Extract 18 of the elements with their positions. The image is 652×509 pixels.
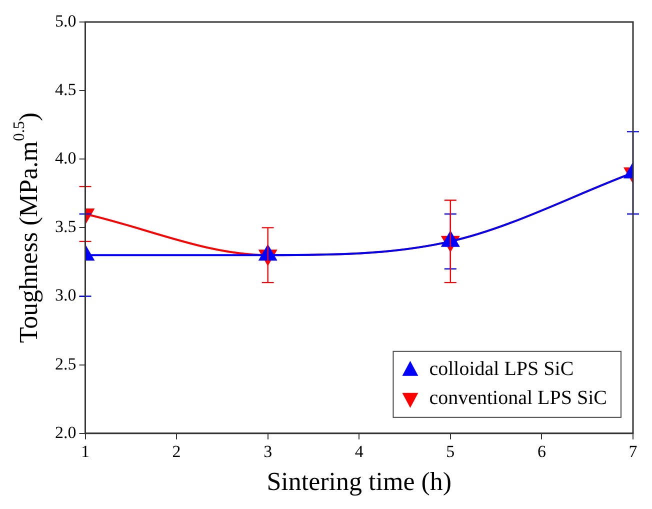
- legend-label: colloidal LPS SiC: [429, 358, 574, 380]
- y-tick-label: 2.5: [55, 354, 76, 374]
- y-tick-label: 5.0: [55, 11, 76, 30]
- y-axis-title: Toughness (MPa.m0.5): [11, 112, 43, 343]
- y-tick-label: 4.5: [55, 80, 76, 100]
- x-tick-label: 7: [628, 442, 638, 462]
- x-axis-title: Sintering time (h): [266, 467, 452, 496]
- x-tick-label: 5: [446, 442, 455, 462]
- legend-label: conventional LPS SiC: [429, 387, 608, 410]
- x-tick-label: 3: [264, 442, 272, 462]
- y-tick-label: 2.0: [55, 422, 76, 442]
- x-tick-label: 2: [172, 442, 181, 462]
- x-tick-label: 1: [81, 442, 90, 462]
- x-tick-label: 4: [354, 442, 364, 462]
- x-tick-label: 6: [537, 442, 546, 462]
- y-tick-label: 3.5: [55, 217, 76, 236]
- y-tick-label: 3.0: [55, 286, 76, 305]
- y-tick-label: 4.0: [55, 148, 76, 168]
